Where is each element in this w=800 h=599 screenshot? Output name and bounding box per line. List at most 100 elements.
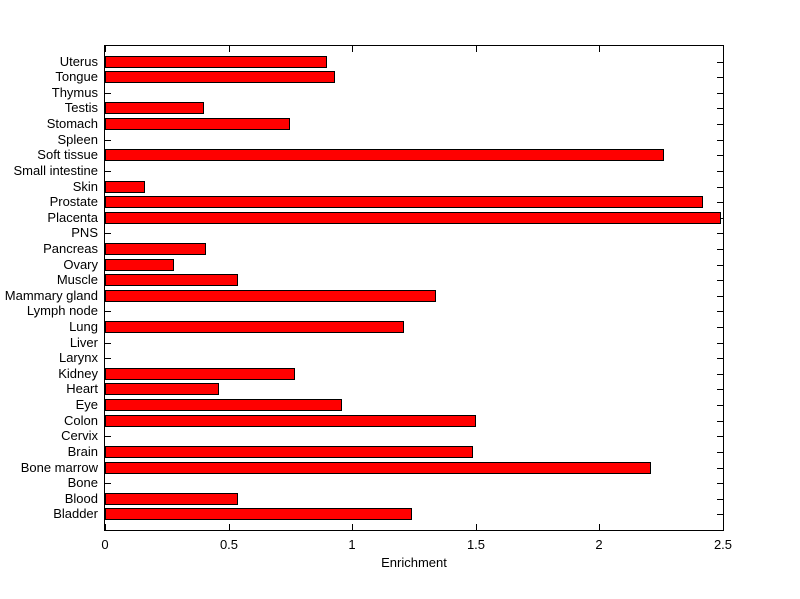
x-tick-top-0.5 bbox=[229, 46, 230, 52]
y-tick-left-pns bbox=[105, 233, 111, 234]
y-label-bone-marrow: Bone marrow bbox=[20, 460, 98, 475]
x-tick-top-0 bbox=[105, 46, 106, 52]
y-label-thymus: Thymus bbox=[51, 85, 98, 100]
y-tick-right-soft-tissue bbox=[717, 155, 723, 156]
x-tick-label-0: 0 bbox=[101, 537, 109, 552]
bar-pancreas bbox=[105, 243, 206, 255]
y-tick-left-larynx bbox=[105, 358, 111, 359]
y-label-brain: Brain bbox=[67, 444, 98, 459]
y-tick-right-uterus bbox=[717, 62, 723, 63]
x-tick-bottom-0.5 bbox=[229, 524, 230, 530]
x-tick-bottom-2.5 bbox=[723, 524, 724, 530]
x-tick-top-2.5 bbox=[723, 46, 724, 52]
y-label-liver: Liver bbox=[69, 335, 98, 350]
y-tick-right-thymus bbox=[717, 93, 723, 94]
y-label-small-intestine: Small intestine bbox=[13, 163, 98, 178]
y-tick-right-larynx bbox=[717, 358, 723, 359]
y-tick-left-thymus bbox=[105, 93, 111, 94]
y-tick-right-brain bbox=[717, 452, 723, 453]
x-tick-label-2: 2 bbox=[595, 537, 603, 552]
bar-muscle bbox=[105, 274, 238, 286]
x-axis-tick-labels: 0 0.5 1 1.5 2 2.5 bbox=[101, 537, 732, 553]
y-tick-right-pancreas bbox=[717, 249, 723, 250]
y-label-lung: Lung bbox=[69, 319, 98, 334]
x-tick-bottom-2 bbox=[599, 524, 600, 530]
y-tick-right-cervix bbox=[717, 436, 723, 437]
bar-stomach bbox=[105, 118, 290, 130]
y-label-bladder: Bladder bbox=[53, 506, 98, 521]
x-tick-label-1.5: 1.5 bbox=[466, 537, 486, 552]
bar-mammary-gland bbox=[105, 290, 436, 302]
x-tick-label-1: 1 bbox=[348, 537, 356, 552]
x-tick-top-2 bbox=[599, 46, 600, 52]
bar-colon bbox=[105, 415, 476, 427]
x-tick-label-2.5: 2.5 bbox=[713, 537, 733, 552]
y-tick-right-colon bbox=[717, 421, 723, 422]
y-axis-labels: Uterus Tongue Thymus Testis Stomach Spleen Sof… bbox=[0, 45, 98, 531]
x-tick-bottom-1 bbox=[352, 524, 353, 530]
bar-eye bbox=[105, 399, 342, 411]
y-label-heart: Heart bbox=[66, 381, 98, 396]
y-tick-right-liver bbox=[717, 343, 723, 344]
y-tick-right-tongue bbox=[717, 77, 723, 78]
y-label-mammary-gland: Mammary gland bbox=[4, 288, 98, 303]
y-label-prostate: Prostate bbox=[49, 194, 98, 209]
y-label-pns: PNS bbox=[71, 225, 98, 240]
x-tick-top-1.5 bbox=[476, 46, 477, 52]
y-label-soft-tissue: Soft tissue bbox=[37, 147, 98, 162]
y-tick-right-lung bbox=[717, 327, 723, 328]
y-label-eye: Eye bbox=[75, 397, 98, 412]
x-tick-bottom-1.5 bbox=[476, 524, 477, 530]
y-tick-right-ovary bbox=[717, 265, 723, 266]
y-label-lymph-node: Lymph node bbox=[26, 303, 98, 318]
y-label-uterus: Uterus bbox=[59, 54, 98, 69]
y-label-kidney: Kidney bbox=[58, 366, 98, 381]
y-label-ovary: Ovary bbox=[63, 257, 98, 272]
bar-heart bbox=[105, 383, 219, 395]
y-tick-left-small-intestine bbox=[105, 171, 111, 172]
y-tick-right-pns bbox=[717, 233, 723, 234]
x-tick-label-0.5: 0.5 bbox=[219, 537, 239, 552]
bar-uterus bbox=[105, 56, 327, 68]
y-tick-right-kidney bbox=[717, 374, 723, 375]
y-tick-right-small-intestine bbox=[717, 171, 723, 172]
y-tick-right-testis bbox=[717, 108, 723, 109]
y-tick-right-stomach bbox=[717, 124, 723, 125]
bar-tongue bbox=[105, 71, 335, 83]
y-label-cervix: Cervix bbox=[61, 428, 98, 443]
y-tick-left-liver bbox=[105, 343, 111, 344]
y-tick-left-cervix bbox=[105, 436, 111, 437]
y-label-stomach: Stomach bbox=[46, 116, 98, 131]
bar-bone-marrow bbox=[105, 462, 651, 474]
y-label-tongue: Tongue bbox=[55, 69, 98, 84]
y-tick-right-heart bbox=[717, 389, 723, 390]
bar-ovary bbox=[105, 259, 174, 271]
y-tick-right-spleen bbox=[717, 140, 723, 141]
y-tick-left-spleen bbox=[105, 140, 111, 141]
y-tick-right-prostate bbox=[717, 202, 723, 203]
y-label-colon: Colon bbox=[64, 413, 98, 428]
bar-placenta bbox=[105, 212, 721, 224]
y-label-testis: Testis bbox=[64, 100, 98, 115]
x-tick-bottom-0 bbox=[105, 524, 106, 530]
y-tick-right-mammary-gland bbox=[717, 296, 723, 297]
y-label-muscle: Muscle bbox=[56, 272, 98, 287]
y-label-pancreas: Pancreas bbox=[43, 241, 98, 256]
y-label-spleen: Spleen bbox=[57, 132, 98, 147]
y-label-blood: Blood bbox=[64, 491, 98, 506]
y-tick-right-lymph-node bbox=[717, 311, 723, 312]
y-tick-right-bladder bbox=[717, 514, 723, 515]
x-axis-title: Enrichment bbox=[381, 555, 447, 570]
x-tick-top-1 bbox=[352, 46, 353, 52]
y-label-skin: Skin bbox=[72, 179, 98, 194]
y-tick-right-blood bbox=[717, 499, 723, 500]
bar-soft-tissue bbox=[105, 149, 664, 161]
bar-bladder bbox=[105, 508, 412, 520]
plot-area bbox=[104, 45, 724, 531]
y-tick-left-bone bbox=[105, 483, 111, 484]
y-tick-left-lymph-node bbox=[105, 311, 111, 312]
y-tick-right-bone-marrow bbox=[717, 468, 723, 469]
y-label-bone: Bone bbox=[67, 475, 98, 490]
y-tick-right-skin bbox=[717, 187, 723, 188]
